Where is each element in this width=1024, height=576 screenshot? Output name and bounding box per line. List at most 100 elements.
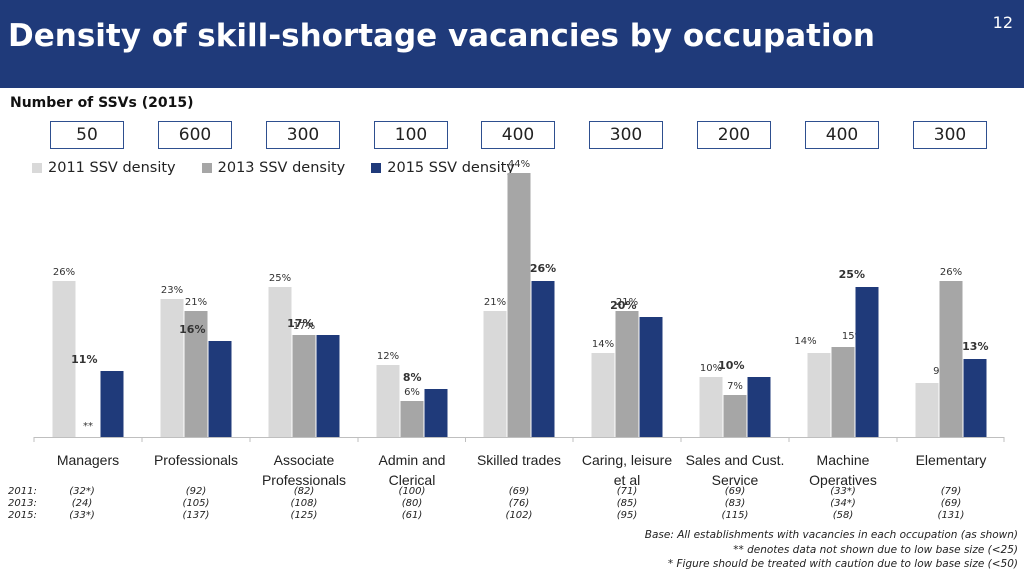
base-size-cell: (79) <box>940 486 962 497</box>
category-label: Professionals <box>262 472 346 488</box>
bar-2011 <box>52 281 76 437</box>
ssv-count-label: Number of SSVs (2015) <box>10 95 194 111</box>
bar-2015 <box>855 287 879 437</box>
data-label: 26% <box>530 262 556 275</box>
legend-swatch-2015 <box>371 163 382 173</box>
base-size-cell: (131) <box>937 510 965 521</box>
bar-2015 <box>747 377 771 437</box>
category-label: Professionals <box>154 452 238 468</box>
base-size-cell: (105) <box>182 498 210 509</box>
base-size-cell: (115) <box>721 510 749 521</box>
base-size-cell: (80) <box>401 498 423 509</box>
footnote-line: * Figure should be treated with caution … <box>667 558 1018 570</box>
base-row-label: 2015: <box>8 510 37 521</box>
bar-2013 <box>507 173 531 437</box>
base-size-cell: (69) <box>940 498 962 509</box>
data-label: 21% <box>616 297 638 308</box>
ssv-count-box: 100 <box>374 121 448 149</box>
bar-2015 <box>316 335 340 437</box>
legend-item-2011: 2011 SSV density <box>32 160 176 176</box>
base-size-cell: (33*) <box>69 510 95 521</box>
base-size-cell: (83) <box>724 498 746 509</box>
base-size-cell: (92) <box>185 486 207 497</box>
category-label: Admin and <box>379 452 446 468</box>
data-label: 21% <box>484 297 506 308</box>
data-label: 16% <box>179 323 205 336</box>
base-size-cell: (102) <box>505 510 533 521</box>
bar-2011 <box>915 383 939 437</box>
base-size-cell: (137) <box>182 510 210 521</box>
bar-2013 <box>831 347 855 437</box>
data-label: 10% <box>700 363 722 374</box>
bar-2015 <box>100 371 124 437</box>
footnote-line: Base: All establishments with vacancies … <box>644 529 1018 541</box>
data-label: 6% <box>404 387 420 398</box>
category-label: et al <box>614 472 640 488</box>
base-size-cell: (82) <box>293 486 315 497</box>
base-size-cell: (34*) <box>830 498 856 509</box>
bar-2015 <box>531 281 555 437</box>
legend-swatch-2011 <box>32 163 42 173</box>
data-label: 7% <box>727 381 743 392</box>
category-label: Caring, leisure <box>582 452 672 468</box>
page-title: Density of skill-shortage vacancies by o… <box>8 18 875 54</box>
ssv-count-box: 200 <box>697 121 771 149</box>
category-label: Associate <box>274 452 335 468</box>
base-size-cell: (61) <box>401 510 423 521</box>
base-size-cell: (32*) <box>69 486 95 497</box>
data-label: 12% <box>377 351 399 362</box>
data-label: 20% <box>610 299 636 312</box>
bar-2011 <box>699 377 723 437</box>
bar-2011 <box>483 311 507 437</box>
footnote-line: ** denotes data not shown due to low bas… <box>733 543 1018 556</box>
category-label: Clerical <box>389 472 436 488</box>
base-size-cell: (76) <box>508 498 530 509</box>
category-label: Operatives <box>809 472 877 488</box>
base-size-cell: (125) <box>290 510 318 521</box>
bar-2015 <box>639 317 663 437</box>
base-size-cell: (85) <box>616 498 638 509</box>
data-label: 13% <box>962 340 988 353</box>
data-label: 14% <box>592 339 614 350</box>
data-label: 25% <box>269 273 291 284</box>
category-label: Machine <box>817 452 870 468</box>
page-number: 12 <box>992 13 1013 32</box>
ssv-count-box: 300 <box>589 121 663 149</box>
chart-legend: 2011 SSV density 2013 SSV density 2015 S… <box>32 160 541 176</box>
data-label: 17% <box>287 317 313 330</box>
data-label: 23% <box>161 285 183 296</box>
legend-swatch-2013 <box>201 163 212 173</box>
data-label: 8% <box>403 371 422 384</box>
ssv-count-box: 300 <box>913 121 987 149</box>
bar-2013 <box>723 395 747 437</box>
data-label: 14% <box>794 336 816 347</box>
legend-label-2011: 2011 SSV density <box>48 160 176 176</box>
bar-2015 <box>424 389 448 437</box>
base-size-cell: (69) <box>508 486 530 497</box>
bar-2013 <box>400 401 424 437</box>
data-label: ** <box>83 421 93 432</box>
legend-label-2015: 2015 SSV density <box>387 160 515 176</box>
base-size-cell: (108) <box>290 498 318 509</box>
bar-2013 <box>615 311 639 437</box>
bar-2015 <box>208 341 232 437</box>
bar-2011 <box>591 353 615 437</box>
category-label: Service <box>712 472 759 488</box>
data-label: 26% <box>53 267 75 278</box>
base-size-cell: (69) <box>724 486 746 497</box>
base-size-table: 2011: (32*) (92) (82) (100) (69) (71) (69) (33*)… <box>0 486 1024 526</box>
ssv-count-box: 300 <box>266 121 340 149</box>
ssv-count-box: 50 <box>50 121 124 149</box>
data-label: 15% <box>842 331 864 342</box>
category-label: Sales and Cust. <box>686 452 785 468</box>
bar-2011 <box>160 299 184 437</box>
data-label: 26% <box>940 267 962 278</box>
data-label: 10% <box>718 359 744 372</box>
bar-2013 <box>184 311 208 437</box>
data-label: 17% <box>293 321 315 332</box>
header-bar: Density of skill-shortage vacancies by o… <box>0 0 1024 88</box>
base-size-cell: (24) <box>71 498 93 509</box>
base-row-label: 2013: <box>8 498 37 509</box>
base-size-cell: (71) <box>616 486 638 497</box>
data-label: 21% <box>185 297 207 308</box>
